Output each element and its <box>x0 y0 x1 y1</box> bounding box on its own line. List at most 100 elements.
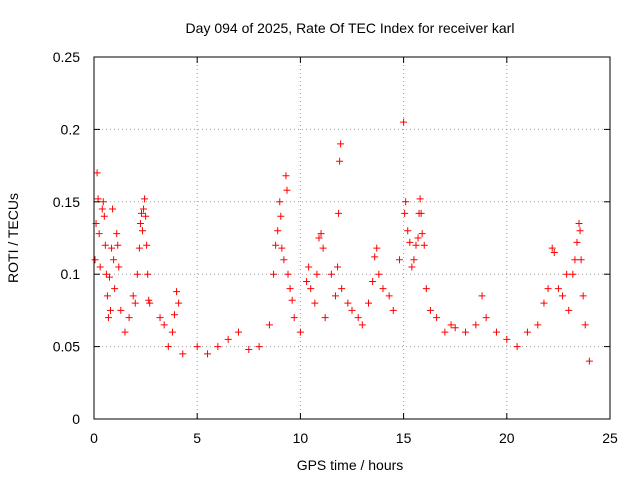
data-point <box>462 328 470 336</box>
y-tick-label: 0.2 <box>61 121 81 137</box>
data-point <box>577 256 585 264</box>
data-point <box>139 227 147 235</box>
data-point <box>110 256 118 264</box>
data-point <box>585 357 593 365</box>
data-point <box>575 220 583 228</box>
x-tick-label: 5 <box>193 430 201 446</box>
data-point <box>284 270 292 278</box>
data-point <box>369 277 377 285</box>
data-point <box>290 314 298 322</box>
data-point <box>121 328 129 336</box>
data-point <box>472 321 480 329</box>
data-point <box>282 172 290 180</box>
data-point <box>288 296 296 304</box>
data-point <box>276 198 284 206</box>
data-point <box>109 205 117 213</box>
data-point <box>571 256 579 264</box>
data-point <box>412 241 420 249</box>
y-tick-label: 0.15 <box>53 194 80 210</box>
data-point <box>348 306 356 314</box>
data-point <box>104 314 112 322</box>
data-point <box>447 321 455 329</box>
data-point <box>400 118 408 126</box>
data-point <box>358 321 366 329</box>
data-point <box>156 314 164 322</box>
data-point <box>125 314 133 322</box>
data-point <box>373 244 381 252</box>
y-tick-labels: 0 0.05 0.1 0.15 0.2 0.25 <box>53 49 80 427</box>
data-point <box>420 241 428 249</box>
data-point <box>144 270 152 278</box>
data-point <box>214 343 222 351</box>
x-tick-label: 25 <box>602 430 618 446</box>
data-point <box>100 212 108 220</box>
data-point <box>305 263 313 271</box>
data-point <box>375 270 383 278</box>
data-point <box>140 205 148 213</box>
data-point <box>270 270 278 278</box>
grid <box>94 57 610 419</box>
y-axis-label: ROTI / TECUs <box>5 193 21 283</box>
axis-ticks <box>93 56 611 420</box>
data-points <box>91 118 593 365</box>
data-point <box>145 296 153 304</box>
data-point <box>98 205 106 213</box>
data-point <box>389 306 397 314</box>
data-point <box>135 244 143 252</box>
data-point <box>379 285 387 293</box>
data-point <box>114 241 122 249</box>
y-tick-label: 0 <box>72 411 80 427</box>
data-point <box>111 285 119 293</box>
data-point <box>418 230 426 238</box>
data-point <box>101 241 109 249</box>
data-point <box>102 270 110 278</box>
data-point <box>303 277 311 285</box>
data-point <box>168 328 176 336</box>
data-point <box>569 270 577 278</box>
data-point <box>146 299 154 307</box>
data-point <box>410 256 418 264</box>
data-point <box>113 230 121 238</box>
chart-title: Day 094 of 2025, Rate Of TEC Index for r… <box>186 20 515 36</box>
data-point <box>385 292 393 300</box>
data-point <box>193 343 201 351</box>
data-point <box>331 292 339 300</box>
data-point <box>354 314 362 322</box>
data-point <box>503 335 511 343</box>
data-point <box>319 244 327 252</box>
data-point <box>335 209 343 217</box>
data-point <box>96 263 104 271</box>
data-point <box>107 306 115 314</box>
data-point <box>482 314 490 322</box>
data-point <box>117 306 125 314</box>
data-point <box>441 328 449 336</box>
y-tick-label: 0.25 <box>53 49 80 65</box>
data-point <box>416 195 424 203</box>
data-point <box>280 256 288 264</box>
x-tick-labels: 0 5 10 15 20 25 <box>90 430 618 446</box>
data-point <box>422 285 430 293</box>
data-point <box>417 209 425 217</box>
data-point <box>395 256 403 264</box>
x-tick-label: 15 <box>396 430 412 446</box>
data-point <box>170 311 178 319</box>
data-point <box>337 140 345 148</box>
data-point <box>451 324 459 332</box>
data-point <box>317 230 325 238</box>
data-point <box>563 270 571 278</box>
data-point <box>573 238 581 246</box>
data-point <box>286 285 294 293</box>
data-point <box>175 299 183 307</box>
data-point <box>336 157 344 165</box>
data-point <box>274 227 282 235</box>
data-point <box>581 321 589 329</box>
data-point <box>245 345 253 353</box>
data-point <box>296 328 304 336</box>
data-point <box>406 238 414 246</box>
data-point <box>95 230 103 238</box>
data-point <box>179 350 187 358</box>
data-point <box>402 198 410 206</box>
data-point <box>327 270 335 278</box>
data-point <box>173 288 181 296</box>
